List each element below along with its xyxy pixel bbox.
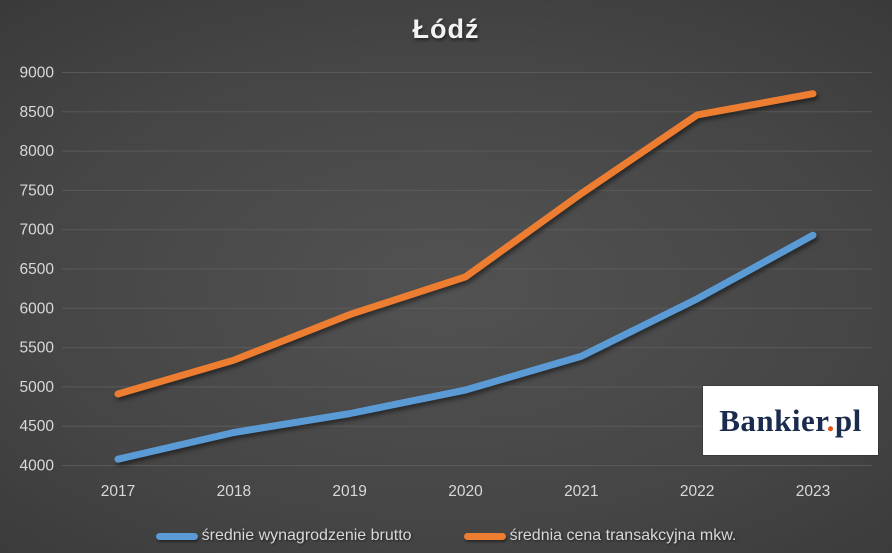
y-axis-tick-label: 7000 bbox=[20, 222, 55, 239]
x-axis-tick-label: 2017 bbox=[101, 483, 135, 500]
x-axis-tick-label: 2021 bbox=[564, 483, 598, 500]
logo-brand: Bankier bbox=[719, 402, 827, 438]
series-line bbox=[114, 231, 817, 463]
logo-suffix: pl bbox=[834, 402, 862, 438]
x-axis-tick-label: 2018 bbox=[217, 483, 251, 500]
legend-label: średnia cena transakcyjna mkw. bbox=[509, 527, 737, 544]
logo-dot: . bbox=[826, 402, 835, 438]
x-axis-tick-label: 2022 bbox=[680, 483, 714, 500]
legend-item: średnia cena transakcyjna mkw. bbox=[463, 527, 737, 545]
x-axis-tick-label: 2020 bbox=[448, 483, 483, 500]
chart-legend: średnie wynagrodzenie brutto średnia cena… bbox=[0, 527, 892, 545]
chart-title: Łódź bbox=[412, 14, 480, 44]
legend-label: średnie wynagrodzenie brutto bbox=[201, 527, 412, 544]
y-axis-tick-label: 4000 bbox=[20, 458, 55, 475]
y-axis-tick-label: 7500 bbox=[20, 182, 55, 199]
y-axis-tick-label: 5000 bbox=[20, 379, 55, 396]
x-axis-tick-label: 2019 bbox=[332, 483, 366, 500]
y-axis-tick-label: 6500 bbox=[20, 261, 55, 278]
y-axis-tick-label: 5500 bbox=[20, 340, 55, 357]
bankier-logo: Bankier.pl bbox=[703, 386, 878, 455]
y-axis-tick-label: 8500 bbox=[20, 104, 55, 121]
series-line bbox=[114, 90, 817, 398]
legend-item: średnie wynagrodzenie brutto bbox=[155, 527, 412, 545]
y-axis-tick-label: 8000 bbox=[20, 143, 55, 160]
x-axis-tick-label: 2023 bbox=[796, 483, 830, 500]
legend-line-swatch bbox=[155, 532, 198, 540]
y-axis-tick-label: 4500 bbox=[20, 418, 55, 435]
legend-line-swatch bbox=[463, 532, 506, 540]
y-axis-tick-label: 6000 bbox=[20, 300, 55, 317]
bankier-logo-text: Bankier.pl bbox=[719, 403, 862, 439]
y-axis-tick-label: 9000 bbox=[20, 65, 55, 82]
